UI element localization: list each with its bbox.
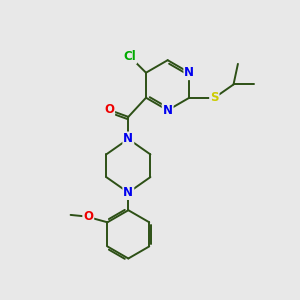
Text: N: N (163, 104, 173, 117)
Text: N: N (184, 66, 194, 79)
Text: S: S (210, 91, 219, 104)
Text: O: O (104, 103, 114, 116)
Text: O: O (83, 210, 93, 223)
Text: Cl: Cl (123, 50, 136, 63)
Text: N: N (123, 186, 133, 199)
Text: N: N (123, 133, 133, 146)
